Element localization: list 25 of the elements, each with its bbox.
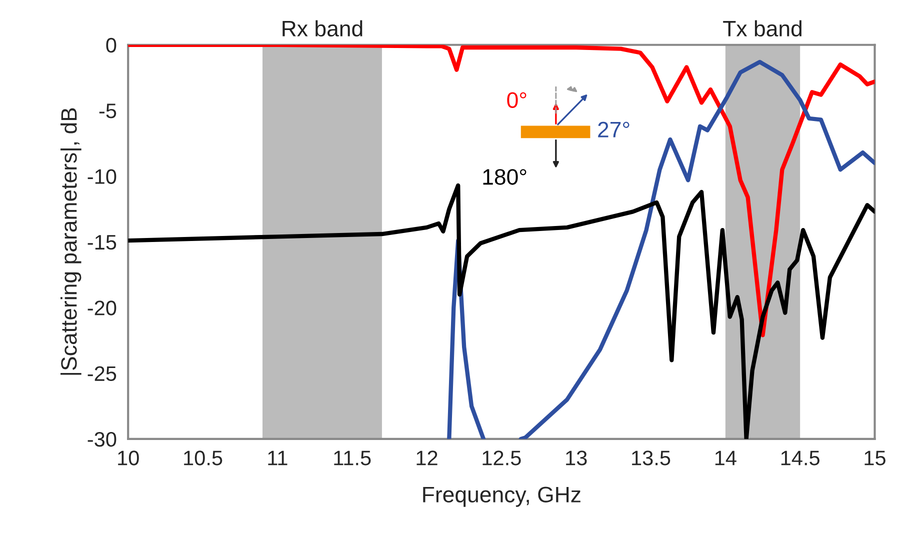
x-tick-label: 13 — [566, 450, 587, 466]
x-tick-label: 13.5 — [632, 450, 670, 466]
x-tick-label: 12.5 — [482, 450, 521, 466]
band-label: Tx band — [723, 20, 802, 37]
x-tick-label: 11 — [268, 450, 288, 466]
y-tick-label: -10 — [88, 169, 116, 184]
x-tick-label: 10.5 — [184, 450, 222, 466]
x-tick-label: 10 — [118, 450, 139, 466]
y-tick-label: -25 — [88, 366, 116, 382]
y-tick-label: -30 — [88, 432, 116, 447]
x-tick-label: 15 — [864, 450, 886, 466]
series-label: 180° — [483, 169, 526, 185]
series-label: 27° — [598, 122, 630, 138]
x-tick-label: 14.5 — [781, 450, 820, 466]
band-label: Rx band — [282, 20, 362, 37]
y-tick-label: 0 — [106, 38, 116, 53]
y-axis-title: |Scattering parameters|, dB — [60, 108, 82, 375]
y-tick-label: -5 — [99, 104, 116, 118]
x-tick-label: 11.5 — [334, 450, 371, 466]
x-tick-label: 12 — [416, 450, 438, 466]
legend-label: 0° — [507, 92, 526, 108]
x-tick-label: 14 — [715, 450, 736, 466]
x-axis-title: Frequency, GHz — [423, 486, 580, 507]
y-tick-label: -20 — [88, 300, 116, 316]
y-tick-label: -15 — [88, 235, 116, 250]
